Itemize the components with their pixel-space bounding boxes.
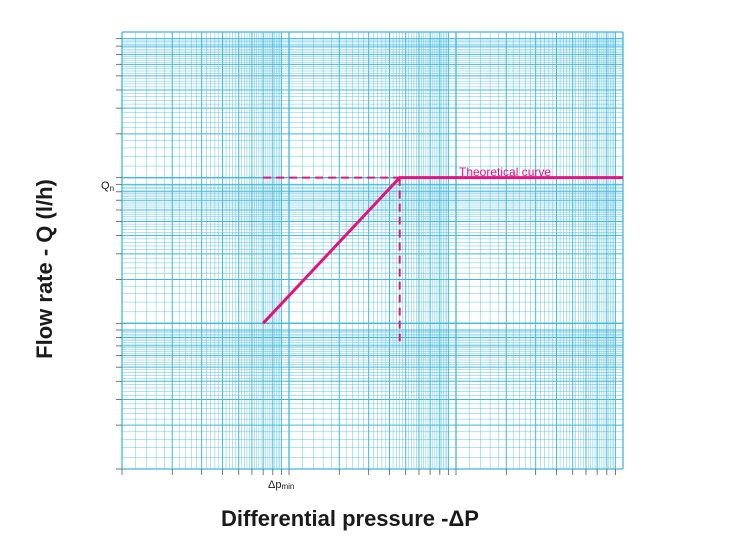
grid xyxy=(121,31,624,470)
x-tick-label-sub: min xyxy=(281,482,294,491)
x-tick-label-main: Δp xyxy=(268,479,281,491)
series-label-theoretical-curve: Theoretical curve xyxy=(459,165,551,179)
x-axis-title: Differential pressure -ΔP xyxy=(221,506,479,531)
y-tick-label-sub: n xyxy=(110,184,114,193)
x-tick-label-dpmin: Δpmin xyxy=(268,479,294,491)
reference-lines xyxy=(263,176,401,342)
series-line-theoretical-curve xyxy=(262,176,623,325)
y-tick-label-qn: Qn xyxy=(101,180,114,193)
y-tick-label-main: Q xyxy=(101,180,110,192)
series xyxy=(262,176,623,325)
y-axis-title: Flow rate - Q (l/h) xyxy=(32,179,57,359)
axis-ticks xyxy=(116,38,616,475)
